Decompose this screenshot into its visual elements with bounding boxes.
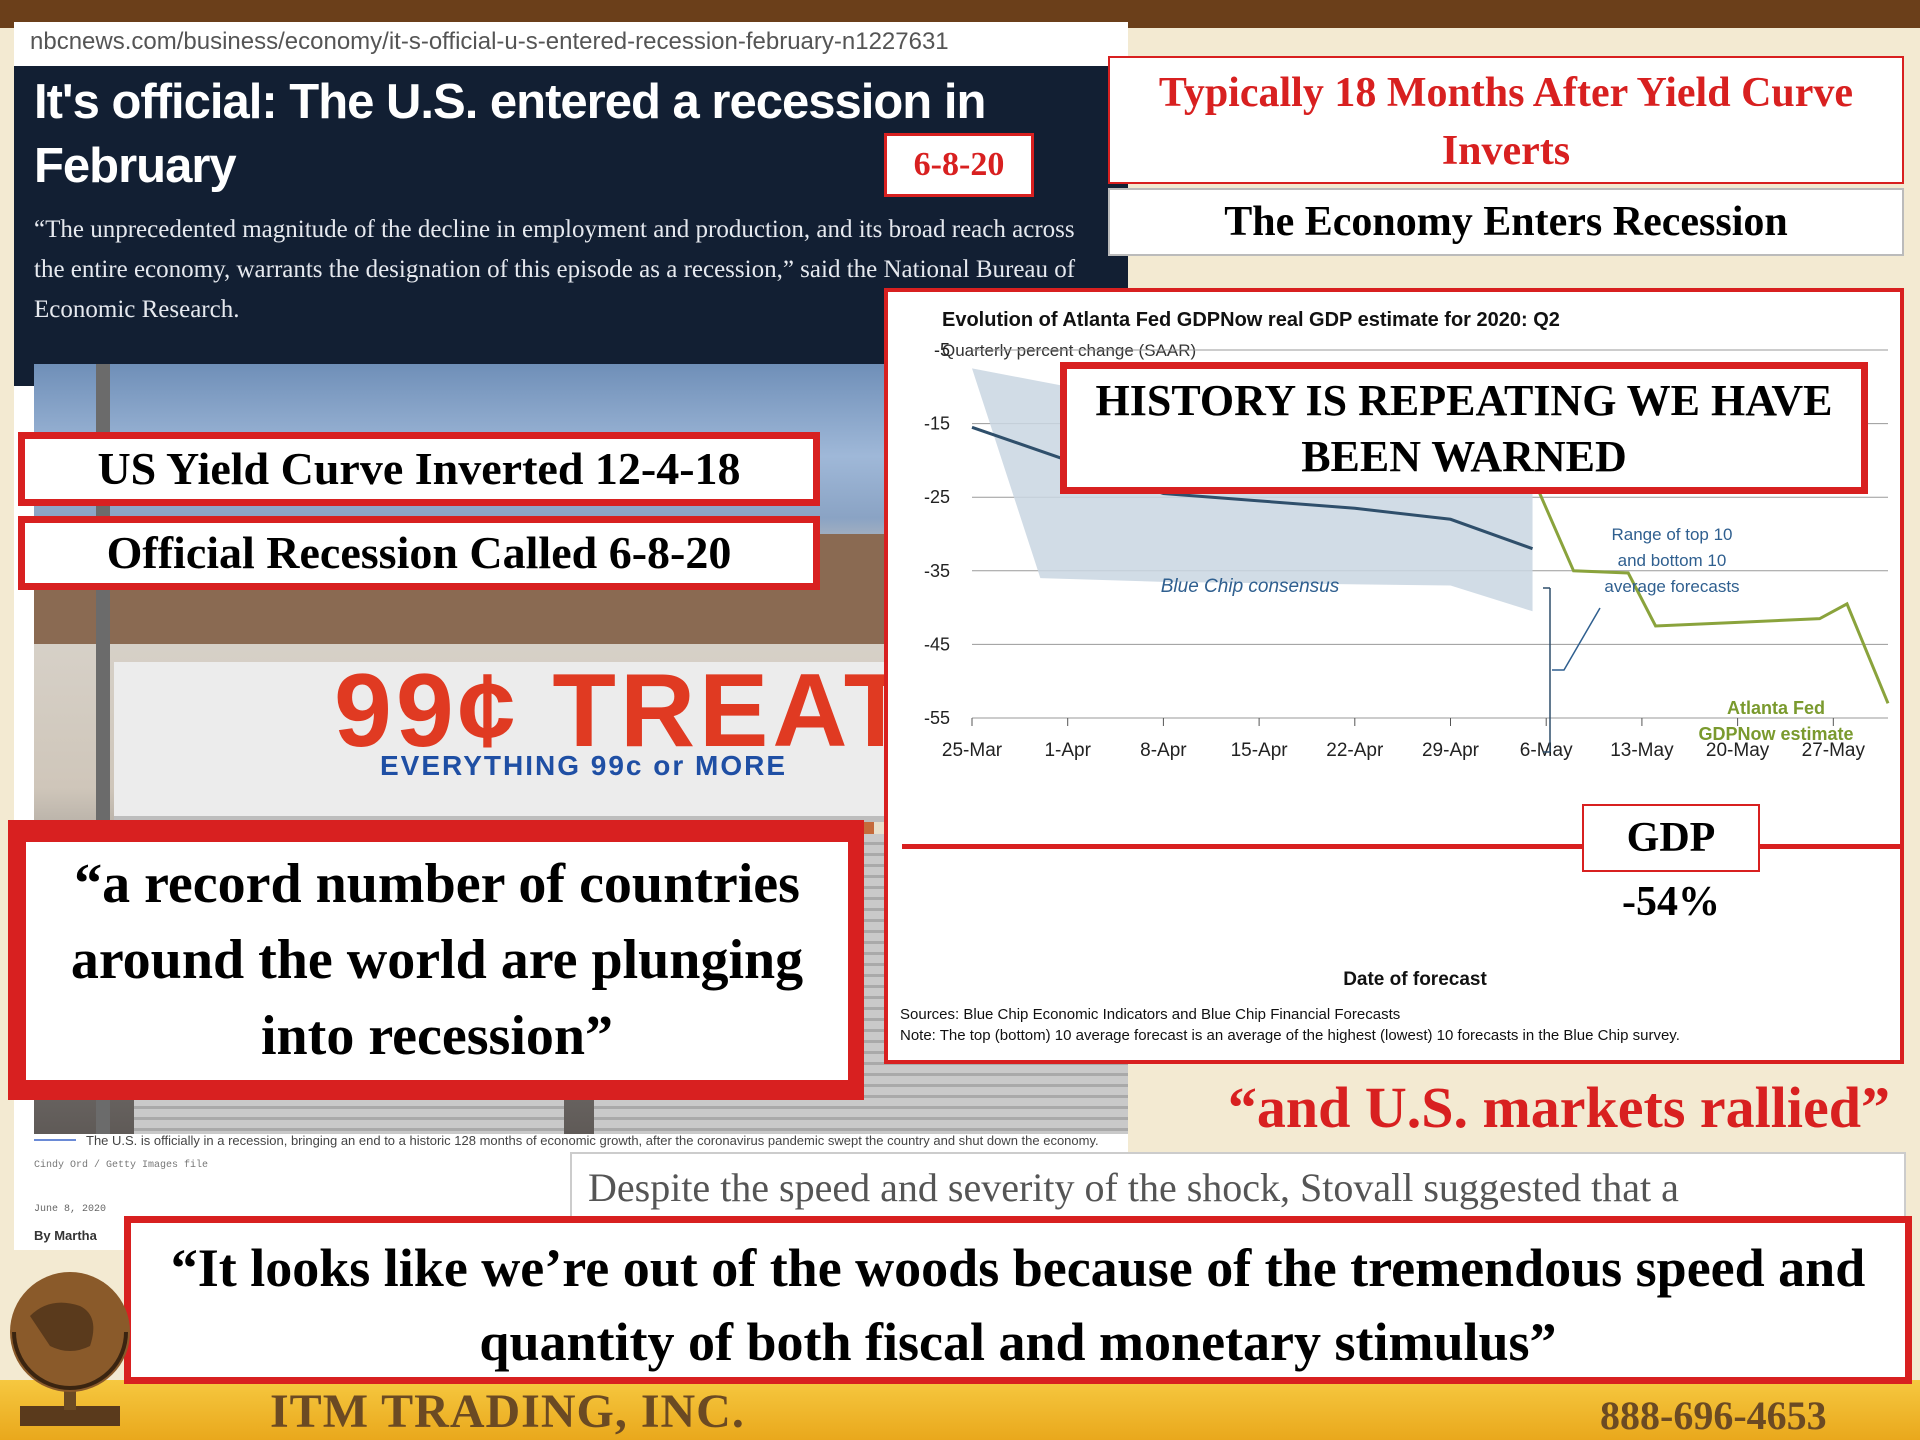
range-label-1: Range of top 10	[1612, 525, 1733, 544]
caption-text: The U.S. is officially in a recession, b…	[86, 1133, 1099, 1148]
x-tick-label: 25-Mar	[942, 740, 1003, 761]
x-tick-label: 15-Apr	[1231, 740, 1289, 761]
y-tick-label: -35	[924, 561, 950, 581]
yield-curve-callout: US Yield Curve Inverted 12-4-18	[18, 432, 820, 506]
globe-icon	[10, 1272, 130, 1426]
article-url[interactable]: nbcnews.com/business/economy/it-s-offici…	[14, 22, 1128, 66]
economy-callout: The Economy Enters Recession	[1108, 188, 1904, 256]
y-tick-label: -55	[924, 708, 950, 728]
photo-sign-main: 99¢ TREAT	[334, 653, 912, 769]
date-callout: 6-8-20	[884, 133, 1034, 197]
rallied-quote: “and U.S. markets rallied”	[1227, 1075, 1890, 1140]
woods-quote: “It looks like we’re out of the woods be…	[124, 1216, 1912, 1384]
chart-xlabel: Date of forecast	[1343, 969, 1487, 990]
x-tick-label: 1-Apr	[1044, 740, 1091, 761]
x-tick-label: 20-May	[1706, 740, 1770, 761]
y-tick-label: -25	[924, 487, 950, 507]
photo-caption: The U.S. is officially in a recession, b…	[34, 1130, 1114, 1177]
x-tick-label: 27-May	[1802, 740, 1866, 761]
countries-quote: “a record number of countries around the…	[20, 836, 854, 1086]
typically-callout: Typically 18 Months After Yield Curve In…	[1108, 56, 1904, 184]
gdp-callout: GDP -54%	[1582, 804, 1760, 925]
gdp-threshold-line	[902, 844, 1902, 849]
chart-sources: Sources: Blue Chip Economic Indicators a…	[900, 1006, 1400, 1023]
article-headline: It's official: The U.S. entered a recess…	[34, 75, 986, 193]
article-dek: “The unprecedented magnitude of the decl…	[34, 216, 1076, 323]
despite-excerpt: Despite the speed and severity of the sh…	[570, 1152, 1906, 1224]
chart-note: Note: The top (bottom) 10 average foreca…	[900, 1027, 1680, 1044]
photo-sign-sub: EVERYTHING 99c or MORE	[380, 750, 788, 781]
article-byline: By Martha	[34, 1228, 97, 1243]
footer-phone: 888-696-4653	[1600, 1393, 1827, 1438]
range-label-2: and bottom 10	[1618, 551, 1727, 570]
y-tick-label: -45	[924, 634, 950, 654]
caption-credit: Cindy Ord / Getty Images file	[34, 1160, 209, 1171]
article-date: June 8, 2020	[34, 1204, 107, 1215]
footer-band	[0, 1380, 1920, 1440]
x-tick-label: 13-May	[1610, 740, 1674, 761]
gdpnow-label-1: Atlanta Fed	[1727, 698, 1825, 718]
x-tick-label: 22-Apr	[1326, 740, 1384, 761]
official-recession-callout: Official Recession Called 6-8-20	[18, 516, 820, 590]
y-tick-label: -5	[934, 340, 950, 360]
chart-title: Evolution of Atlanta Fed GDPNow real GDP…	[942, 309, 1560, 331]
gdpnow-label-2: GDPNow estimate	[1698, 724, 1853, 744]
range-leader	[1552, 607, 1601, 671]
x-tick-label: 8-Apr	[1140, 740, 1187, 761]
range-label-3: average forecasts	[1604, 577, 1739, 596]
history-callout: HISTORY IS REPEATING WE HAVE BEEN WARNED	[1060, 362, 1868, 494]
range-bracket	[1543, 587, 1551, 753]
x-tick-label: 6-May	[1520, 740, 1573, 761]
x-tick-label: 29-Apr	[1422, 740, 1480, 761]
y-tick-label: -15	[924, 414, 950, 434]
footer-company: ITM TRADING, INC.	[270, 1385, 745, 1438]
bluechip-label: Blue Chip consensus	[1161, 576, 1340, 597]
